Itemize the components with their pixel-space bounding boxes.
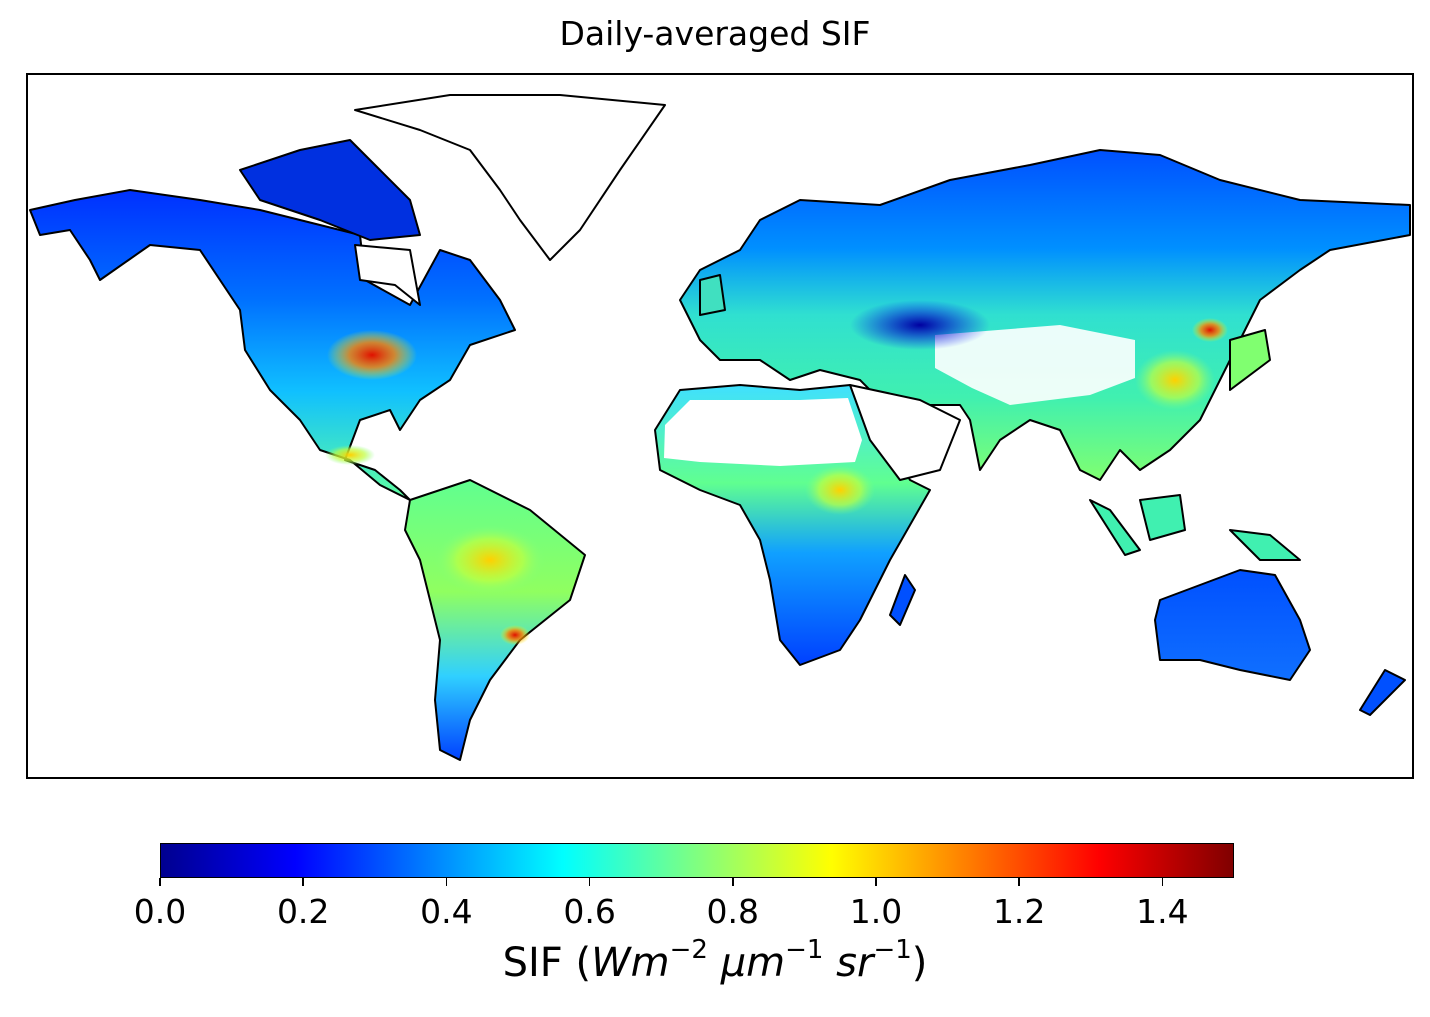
arctic-islands (239, 139, 421, 241)
colorbar-tick-label: 1.0 (849, 892, 903, 931)
arabia (849, 384, 961, 481)
uk (699, 274, 726, 316)
central-asia-no-data (935, 325, 1135, 405)
china-hotspot (1135, 350, 1215, 410)
amazon-hotspot (435, 525, 545, 595)
colorbar-label: SIF (Wm−2 μm−1 sr−1) (0, 937, 1430, 986)
new-guinea (1229, 529, 1301, 561)
sahara-no-data (664, 398, 862, 466)
japan (1229, 329, 1271, 391)
colorbar-tick (875, 878, 877, 886)
colorbar-tick (159, 878, 161, 886)
sif-hotspots (325, 300, 1228, 645)
colorbar-tick-label: 1.4 (1136, 892, 1189, 931)
south-brazil-hotspot (500, 625, 530, 645)
colorbar-tick-label: 1.2 (992, 892, 1046, 931)
colorbar-tick (445, 878, 448, 886)
label-suffix: ) (911, 940, 928, 986)
eurasia (679, 149, 1411, 481)
madagascar (889, 574, 916, 626)
colorbar-tick-label: 0.4 (420, 892, 473, 931)
label-prefix: SIF ( (502, 940, 592, 986)
central-africa-hotspot (805, 465, 875, 515)
label-exp-3: −1 (873, 935, 912, 965)
colorbar-tick (1161, 878, 1164, 886)
borneo (1139, 494, 1186, 541)
corn-belt-hotspot (327, 330, 417, 380)
label-unit-w-m: Wm (591, 940, 670, 986)
hudson-bay (354, 244, 421, 306)
sumatra (1089, 499, 1141, 556)
australia (1154, 569, 1311, 681)
colorbar-tick (588, 878, 591, 886)
new-zealand (1359, 669, 1406, 716)
label-exp-1: −2 (669, 935, 708, 965)
colorbar-tick (302, 878, 304, 886)
ne-china-hotspot (1192, 318, 1228, 342)
kazakh-low (850, 300, 990, 350)
map-title: Daily-averaged SIF (559, 14, 871, 53)
label-unit-um: μm (720, 940, 786, 986)
greenland (354, 94, 666, 261)
colorbar-tick (732, 878, 734, 886)
colorbar-tick-label: 0.6 (563, 892, 616, 931)
colorbar-tick-label: 0.0 (133, 892, 187, 931)
colorbar (160, 843, 1234, 878)
colorbar-tick (1018, 878, 1020, 886)
label-exp-2: −1 (785, 935, 824, 965)
colorbar-tick-label: 0.8 (706, 892, 760, 931)
label-unit-sr: sr (836, 940, 874, 986)
mexico-hotspot (325, 445, 375, 465)
colorbar-tick-label: 0.2 (276, 892, 330, 931)
